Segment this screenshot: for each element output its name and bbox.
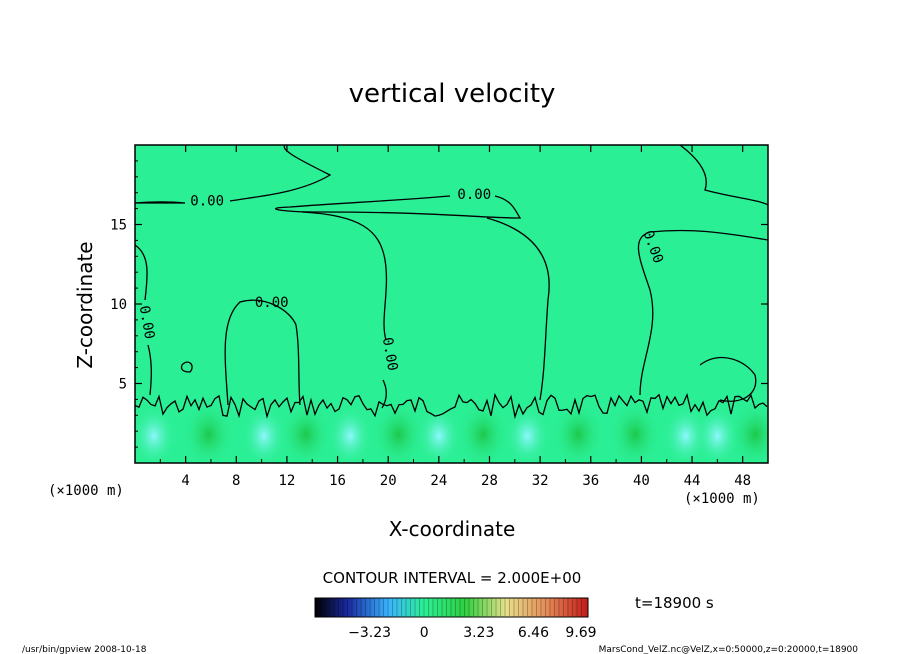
x-unit-right: (×1000 m) [684,491,760,507]
x-tick-label: 8 [232,473,240,489]
footer-right: MarsCond_VelZ.nc@VelZ,x=0:50000,z=0:2000… [599,645,859,654]
time-label: t=18900 s [635,594,714,612]
x-tick-label: 12 [278,473,295,489]
downdraft-cell [328,406,372,466]
colorbar-ticks: −3.23 0 3.23 6.46 9.69 [348,625,596,641]
y-tick-label: 10 [110,297,127,313]
contour-interval: CONTOUR INTERVAL = 2.000E+00 [323,569,582,587]
x-tick-label: 16 [329,473,346,489]
colorbar-tick-label: 9.69 [565,625,596,641]
x-tick-label: 44 [684,473,701,489]
downdraft-cell [132,406,176,466]
x-tick-label: 40 [633,473,650,489]
x-tick-label: 24 [430,473,447,489]
colorbar-tick-label: −3.23 [348,625,391,641]
updraft-cell [372,400,424,468]
x-tick-label: 28 [481,473,498,489]
x-tick-label: 4 [181,473,189,489]
colorbar-tick-label: 0 [420,625,429,641]
updraft-cell [182,400,234,468]
y-axis-label: Z-coordinate [73,241,97,368]
contour-label: 0.00 [190,193,224,209]
contour-label: 0.00 [457,187,491,203]
contour-label: 0.00 [255,295,289,311]
updraft-cell [609,400,661,468]
x-tick-label: 48 [734,473,751,489]
x-tick-label: 36 [582,473,599,489]
x-tick-label: 32 [532,473,549,489]
x-axis-label: X-coordinate [389,517,516,541]
downdraft-cell [242,406,286,466]
x-tick-label: 20 [380,473,397,489]
downdraft-cell [695,406,739,466]
y-tick-label: 15 [110,218,127,234]
chart-title: vertical velocity [349,79,556,109]
colorbar-tick-label: 6.46 [518,625,549,641]
x-unit-left: (×1000 m) [48,483,124,499]
colorbar-tick-label: 3.23 [463,625,494,641]
y-tick-label: 5 [119,377,127,393]
footer-left: /usr/bin/gpview 2008-10-18 [22,645,147,654]
